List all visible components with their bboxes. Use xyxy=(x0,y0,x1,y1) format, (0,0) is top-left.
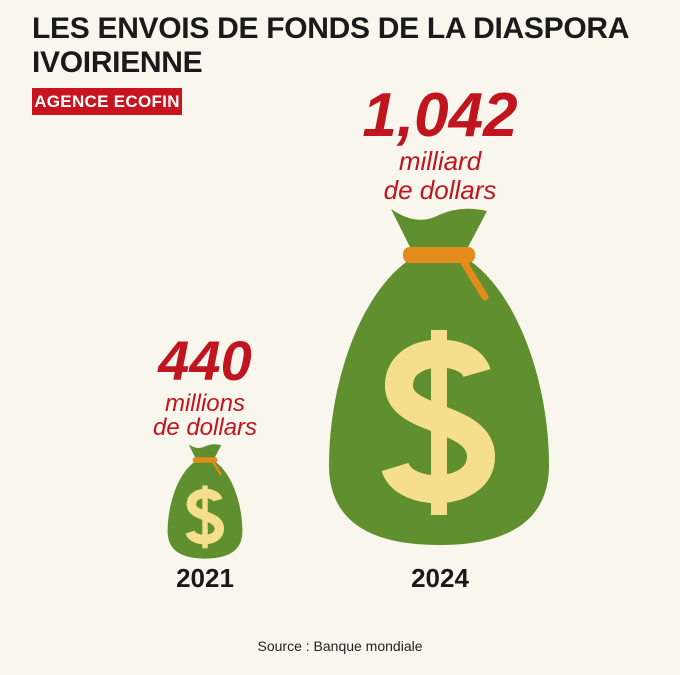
money-bag-small xyxy=(168,444,243,558)
unit-line: millions xyxy=(164,390,245,417)
title: LES ENVOIS DE FONDS DE LA DIASPORA IVOIR… xyxy=(32,12,628,79)
money-bag-large xyxy=(329,209,549,545)
year: 2021 xyxy=(176,563,234,593)
unit-line: de dollars xyxy=(383,175,497,205)
unit-line: de dollars xyxy=(152,414,258,441)
brand-logo: agence ecofin xyxy=(32,88,182,115)
unit-line: milliard xyxy=(398,146,482,176)
amount: 1,042 xyxy=(362,81,518,150)
amount: 440 xyxy=(158,329,252,392)
source: Source : Banque mondiale xyxy=(257,638,423,654)
year: 2024 xyxy=(411,563,469,593)
